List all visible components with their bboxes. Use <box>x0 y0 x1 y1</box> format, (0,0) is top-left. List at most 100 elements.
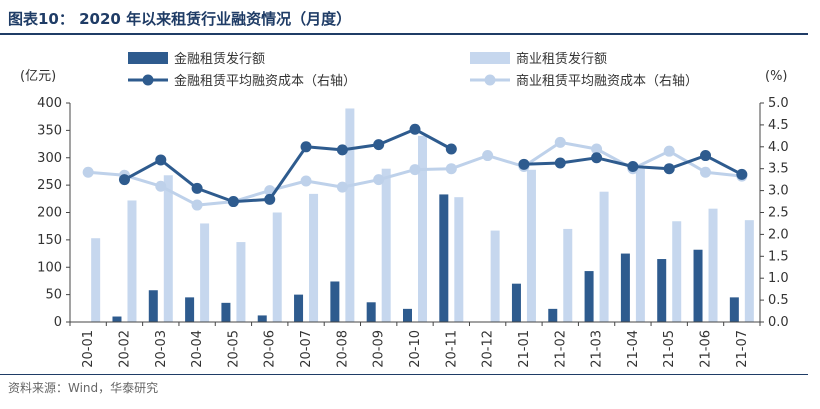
x-tick-label: 20-02 <box>117 330 132 368</box>
y-tick-label-right: 3.5 <box>768 162 789 177</box>
bar-financial-20-03 <box>148 290 158 322</box>
y-tick-label-left: 400 <box>37 96 62 111</box>
y-tick-label-left: 250 <box>37 178 62 193</box>
bar-commercial-20-03 <box>163 175 173 322</box>
point-21-01 <box>518 158 530 170</box>
y-tick-label-left: 50 <box>45 288 62 303</box>
x-tick-label: 20-04 <box>190 330 205 368</box>
point-20-03 <box>155 154 167 166</box>
legend-label: 商业租赁平均融资成本（右轴） <box>516 74 698 89</box>
legend-swatch <box>470 52 510 64</box>
legend-swatch <box>128 52 168 64</box>
bar-financial-21-07 <box>729 297 739 322</box>
y-tick-label-left: 150 <box>37 233 62 248</box>
x-tick-label: 21-06 <box>699 330 714 368</box>
y-tick-label-left: 100 <box>37 260 62 275</box>
x-tick-label: 20-09 <box>372 330 387 368</box>
series-financial-bars <box>112 194 739 322</box>
title-rule <box>0 33 808 35</box>
x-tick-label: 20-08 <box>335 330 350 368</box>
point-20-06 <box>264 193 276 205</box>
y-tick-label-left: 0 <box>54 315 62 330</box>
point-20-07 <box>300 175 312 187</box>
bar-commercial-20-01 <box>91 238 101 322</box>
bar-financial-20-09 <box>366 302 376 322</box>
y-tick-label-right: 0.0 <box>768 315 789 330</box>
x-tick-label: 21-07 <box>735 330 750 368</box>
bar-financial-21-04 <box>620 253 630 322</box>
y-ticks-right: 0.0 0.5 1.0 1.5 2.0 2.5 3.0 3.5 4.0 4.5 5.0 <box>760 96 789 330</box>
x-tick-label: 20-03 <box>154 330 169 368</box>
x-tick-label: 21-03 <box>590 330 605 368</box>
legend-label: 商业租赁发行额 <box>516 51 607 67</box>
point-21-05 <box>663 145 675 157</box>
y-tick-label-right: 3.0 <box>768 184 789 199</box>
x-tick-label: 20-12 <box>481 330 496 368</box>
point-21-06 <box>700 150 712 162</box>
bar-financial-20-05 <box>221 302 231 322</box>
point-21-02 <box>554 136 566 148</box>
bar-financial-20-02 <box>112 316 122 322</box>
x-tick-label: 21-01 <box>517 330 532 368</box>
y-tick-label-left: 350 <box>37 123 62 138</box>
y-tick-label-right: 4.0 <box>768 140 789 155</box>
bar-financial-21-05 <box>657 259 667 322</box>
bar-financial-21-06 <box>693 249 703 322</box>
point-20-11 <box>445 163 457 175</box>
bar-financial-20-04 <box>185 297 195 322</box>
point-21-03 <box>591 152 603 164</box>
y-axis-label-right: (%) <box>765 69 788 84</box>
bar-commercial-20-08 <box>345 108 355 322</box>
x-tick-label: 21-04 <box>626 330 641 368</box>
bar-commercial-20-12 <box>490 230 500 322</box>
point-20-01 <box>82 166 94 178</box>
point-20-10 <box>409 123 421 135</box>
point-20-09 <box>373 139 385 151</box>
chart-title: 图表10： 2020 年以来租赁行业融资情况（月度） <box>8 10 352 28</box>
y-tick-label-left: 200 <box>37 206 62 221</box>
bar-financial-21-02 <box>548 308 558 322</box>
y-tick-label-right: 2.0 <box>768 227 789 242</box>
point-20-09 <box>373 174 385 186</box>
bar-commercial-20-05 <box>236 242 246 322</box>
bar-commercial-21-01 <box>526 169 536 322</box>
y-tick-label-right: 1.5 <box>768 249 789 264</box>
point-20-04 <box>191 182 203 194</box>
point-20-12 <box>482 150 494 162</box>
y-tick-label-right: 0.5 <box>768 293 789 308</box>
point-20-03 <box>155 180 167 192</box>
x-tick-label: 20-01 <box>81 330 96 368</box>
point-20-08 <box>336 181 348 193</box>
y-tick-label-right: 1.0 <box>768 271 789 286</box>
bar-commercial-21-02 <box>563 228 573 322</box>
point-21-05 <box>663 163 675 175</box>
x-tick-label: 21-02 <box>553 330 568 368</box>
source-note: 资料来源：Wind，华泰研究 <box>8 381 159 395</box>
x-tick-label: 20-10 <box>408 330 423 368</box>
point-20-07 <box>300 141 312 153</box>
line-segment <box>123 127 453 204</box>
bar-commercial-20-02 <box>127 200 137 322</box>
y-ticks-left: 0 50 100 150 200 250 300 350 400 <box>37 96 70 330</box>
x-tick-label: 20-07 <box>299 330 314 368</box>
point-20-10 <box>409 164 421 176</box>
point-20-08 <box>336 144 348 156</box>
bar-commercial-20-07 <box>309 193 319 322</box>
x-ticks: 20-01 20-02 20-03 20-04 20-05 20-06 20-07 20-08… <box>69 322 761 368</box>
point-21-02 <box>554 157 566 169</box>
bar-commercial-20-06 <box>272 212 282 322</box>
bar-commercial-20-09 <box>381 168 391 322</box>
legend-label: 金融租赁发行额 <box>174 51 265 67</box>
series-commercial-cost-line <box>82 136 748 211</box>
bar-financial-20-07 <box>294 294 304 322</box>
point-21-07 <box>736 168 748 180</box>
bar-commercial-21-05 <box>672 221 682 322</box>
series-commercial-bars <box>91 108 754 322</box>
point-20-02 <box>118 174 130 186</box>
point-20-04 <box>191 199 203 211</box>
bar-commercial-21-03 <box>599 191 609 322</box>
point-21-04 <box>627 161 639 173</box>
legend-marker <box>142 74 154 86</box>
